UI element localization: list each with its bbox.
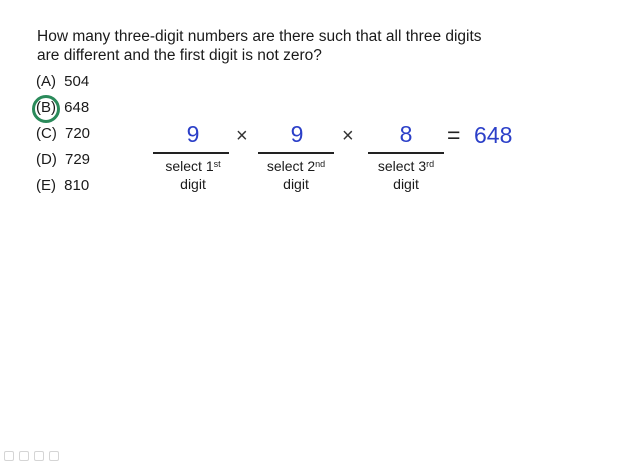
second-digit-count: 9 xyxy=(290,121,304,147)
result-value: 648 xyxy=(474,122,513,148)
label-ordinal: nd xyxy=(315,159,326,169)
multiply-sign: × xyxy=(236,125,248,147)
label-ordinal: st xyxy=(213,159,221,169)
option-value: 729 xyxy=(65,151,91,168)
pen-icon[interactable] xyxy=(19,451,29,461)
pointer-icon[interactable] xyxy=(4,451,14,461)
annotation-toolbar xyxy=(4,451,59,461)
label-text: digit xyxy=(180,176,206,192)
selected-circle-icon xyxy=(32,95,60,123)
fraction-line xyxy=(258,152,334,154)
option-b[interactable]: (B) 648 xyxy=(32,95,90,125)
first-digit-label: select 1st digit xyxy=(150,157,236,193)
option-letter: (D) xyxy=(36,151,57,168)
answer-options: (A) 504 (B) 648 (C) 720 (D) 729 (E) 810 xyxy=(32,73,90,203)
label-text: digit xyxy=(393,176,419,192)
fraction-line xyxy=(368,152,444,154)
label-text: digit xyxy=(283,176,309,192)
label-text: select 3 xyxy=(377,158,427,174)
third-digit-label: select 3rd digit xyxy=(363,157,449,193)
label-ordinal: rd xyxy=(426,159,435,169)
option-value: 648 xyxy=(64,99,90,116)
label-text: select 1 xyxy=(165,158,214,174)
option-value: 720 xyxy=(65,125,91,142)
option-a[interactable]: (A) 504 xyxy=(36,73,90,99)
option-d[interactable]: (D) 729 xyxy=(36,151,90,177)
eraser-icon[interactable] xyxy=(49,451,59,461)
option-letter: (E) xyxy=(36,177,56,194)
fraction-line xyxy=(153,152,229,154)
option-value: 504 xyxy=(64,73,90,90)
highlighter-icon[interactable] xyxy=(34,451,44,461)
multiply-sign: × xyxy=(342,125,354,147)
question-text: How many three-digit numbers are there s… xyxy=(37,27,557,65)
label-text: select 2 xyxy=(266,158,316,174)
option-c[interactable]: (C) 720 xyxy=(36,125,90,151)
equals-sign: = xyxy=(447,122,461,148)
option-letter: (A) xyxy=(36,73,56,90)
question-line-2: are different and the first digit is not… xyxy=(37,47,322,64)
second-digit-label: select 2nd digit xyxy=(253,157,339,193)
third-digit-count: 8 xyxy=(399,121,413,147)
option-value: 810 xyxy=(64,177,90,194)
option-letter: (C) xyxy=(36,125,57,142)
first-digit-count: 9 xyxy=(186,121,200,147)
option-e[interactable]: (E) 810 xyxy=(36,177,90,203)
question-line-1: How many three-digit numbers are there s… xyxy=(37,28,482,45)
